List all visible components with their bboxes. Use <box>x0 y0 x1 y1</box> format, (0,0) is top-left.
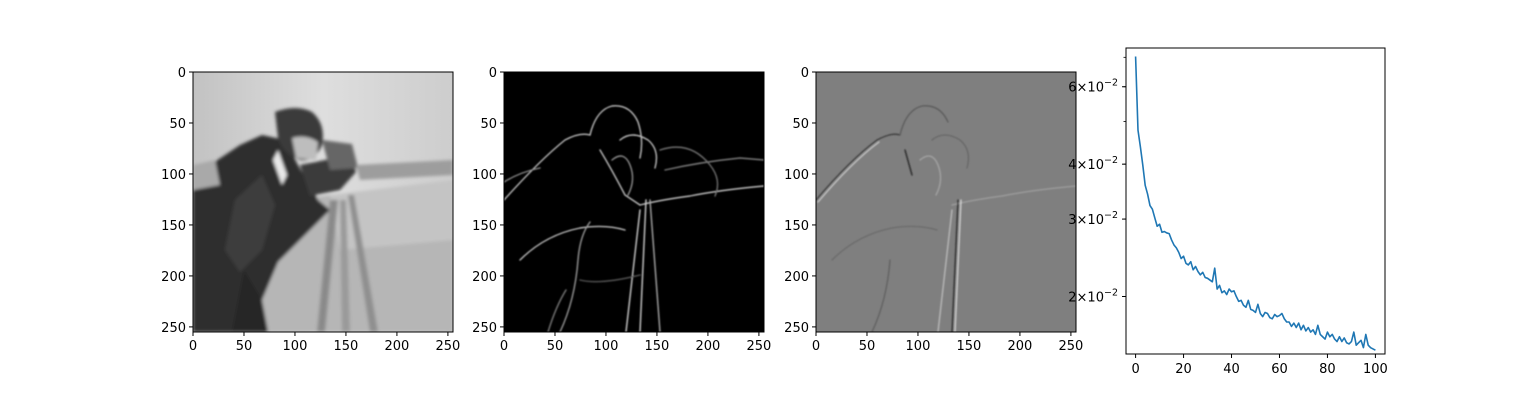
panel-1-frame <box>192 71 454 333</box>
panel-1-xtick-label: 150 <box>334 339 359 354</box>
panel-1-xtick-label: 100 <box>283 339 308 354</box>
panel-1-xtick-label: 50 <box>236 339 253 354</box>
panel-3-xtick-label: 0 <box>812 339 820 354</box>
panel-4-xtick-label: 0 <box>1131 362 1139 377</box>
panel-4-xtick-label: 60 <box>1271 362 1288 377</box>
panel-3-ytick-label: 100 <box>784 168 809 183</box>
panel-2-ytick-label: 50 <box>480 117 497 132</box>
panel-2-ytick-label: 0 <box>489 66 497 81</box>
panel-4-plot-area <box>1134 56 1376 351</box>
panel-2-xtick-label: 200 <box>696 339 721 354</box>
panel-1-xtick-label: 0 <box>189 339 197 354</box>
panel-1-xtick-label: 250 <box>435 339 460 354</box>
panel-4-xtick-label: 80 <box>1319 362 1336 377</box>
panel-2-xtick-label: 150 <box>645 339 670 354</box>
panel-1-ytick-label: 250 <box>161 321 186 336</box>
panel-2-frame <box>503 71 765 333</box>
panel-2-xtick-label: 100 <box>594 339 619 354</box>
panel-3-ytick-label: 150 <box>784 219 809 234</box>
panel-3-ytick-label: 0 <box>801 66 809 81</box>
panel-4-ytick-label: 4×10−2 <box>1068 155 1118 173</box>
panel-3-ytick-label: 50 <box>792 117 809 132</box>
panel-4-frame <box>1125 47 1386 355</box>
panel-2-ytick-label: 200 <box>472 270 497 285</box>
panel-4-ytick-label: 6×10−2 <box>1068 78 1118 96</box>
panel-1-ytick-label: 150 <box>161 219 186 234</box>
panel-1-ytick-label: 100 <box>161 168 186 183</box>
panel-3-image <box>816 72 1076 332</box>
panel-4-xtick-label: 40 <box>1223 362 1240 377</box>
panel-3-frame <box>815 71 1077 333</box>
panel-3-xtick-label: 200 <box>1008 339 1033 354</box>
panel-3-ytick-label: 200 <box>784 270 809 285</box>
panel-2-image <box>504 72 764 332</box>
series-line-0 <box>1134 56 1376 351</box>
panel-1-xtick-label: 200 <box>385 339 410 354</box>
panel-2-ytick-label: 100 <box>472 168 497 183</box>
panel-1-ytick-label: 200 <box>161 270 186 285</box>
panel-1-ytick-label: 0 <box>178 66 186 81</box>
panel-4-ytick-label: 3×10−2 <box>1068 210 1118 228</box>
panel-3-xtick-label: 50 <box>859 339 876 354</box>
panel-2-xtick-label: 50 <box>547 339 564 354</box>
panel-4-xtick-label: 20 <box>1175 362 1192 377</box>
panel-2-xtick-label: 250 <box>746 339 771 354</box>
panel-2-ytick-label: 150 <box>472 219 497 234</box>
panel-3-xtick-label: 250 <box>1058 339 1083 354</box>
panel-2-ytick-label: 250 <box>472 321 497 336</box>
panel-3-xtick-label: 150 <box>957 339 982 354</box>
panel-4-ytick-label: 2×10−2 <box>1068 288 1118 306</box>
panel-1-ytick-label: 50 <box>169 117 186 132</box>
panel-3-ytick-label: 250 <box>784 321 809 336</box>
panel-4-xtick-label: 100 <box>1363 362 1388 377</box>
panel-1-image <box>193 72 453 332</box>
panel-2-xtick-label: 0 <box>500 339 508 354</box>
panel-3-xtick-label: 100 <box>906 339 931 354</box>
